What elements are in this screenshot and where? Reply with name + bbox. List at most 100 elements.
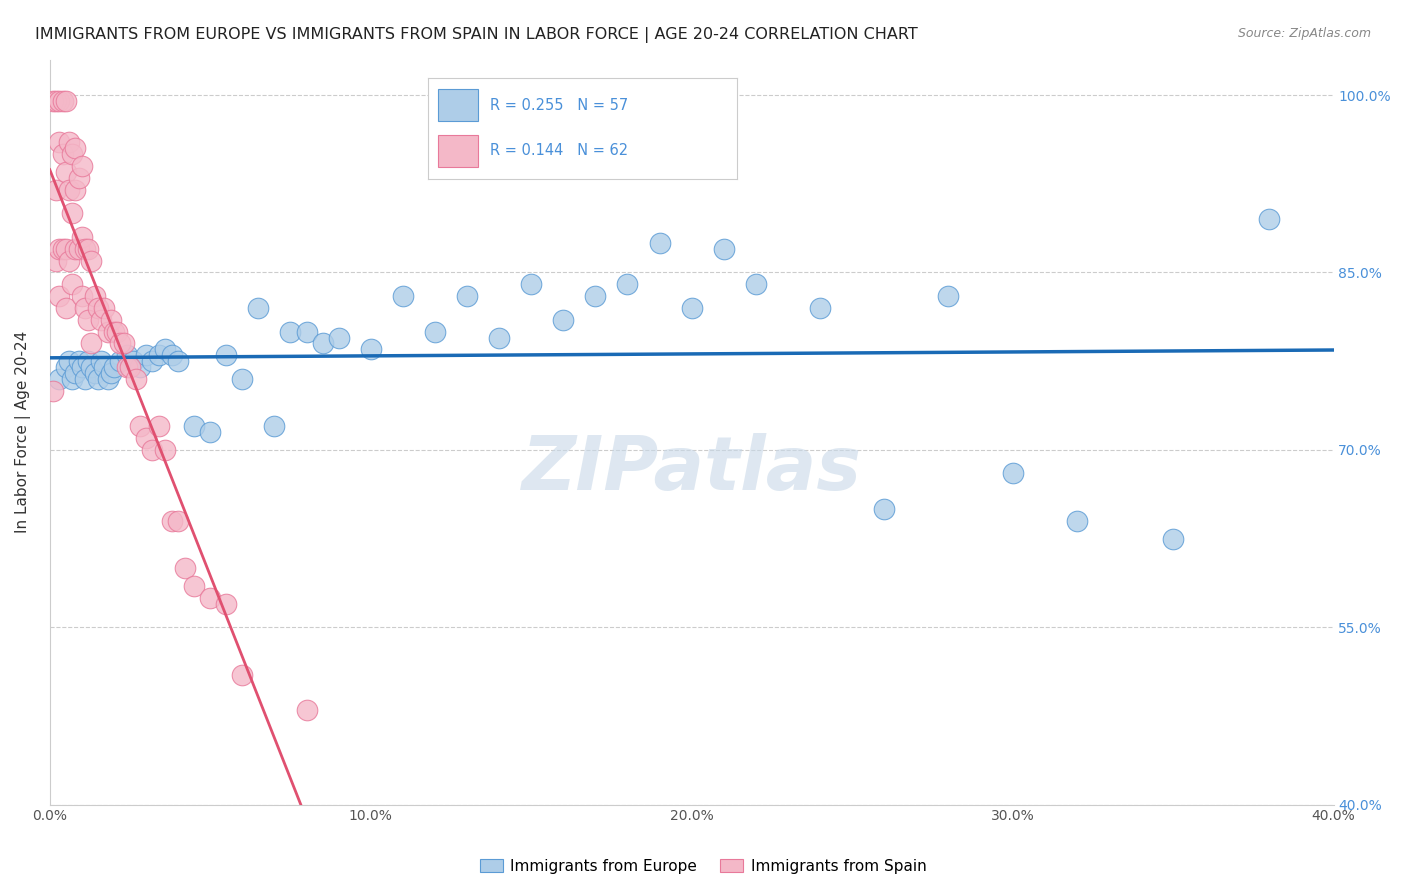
Point [100, 366, 122, 380]
Point [328, 330, 350, 344]
Point [183, 419, 205, 434]
Point [65, 141, 87, 155]
Point [311, 336, 333, 351]
Point [1066, 514, 1088, 528]
Point [391, 289, 413, 303]
Point [553, 312, 575, 326]
Point [70, 360, 93, 375]
Point [48, 136, 70, 150]
Text: ZIPatlas: ZIPatlas [522, 433, 862, 506]
Point [1161, 532, 1184, 546]
Point [200, 591, 222, 605]
Point [67, 354, 90, 368]
Point [45, 253, 67, 268]
Point [52, 147, 75, 161]
Point [520, 277, 543, 292]
Point [808, 301, 831, 315]
Point [105, 325, 128, 339]
Point [141, 442, 163, 457]
Point [155, 343, 177, 357]
Point [360, 343, 382, 357]
Point [48, 289, 70, 303]
Point [160, 348, 183, 362]
Point [873, 502, 896, 516]
Point [96, 372, 118, 386]
Point [200, 425, 222, 439]
Point [52, 94, 75, 108]
Text: Source: ZipAtlas.com: Source: ZipAtlas.com [1237, 27, 1371, 40]
Point [148, 419, 170, 434]
Point [58, 354, 80, 368]
Point [135, 431, 157, 445]
Point [70, 159, 93, 173]
Point [713, 242, 735, 256]
Point [60, 372, 83, 386]
Point [70, 230, 93, 244]
Point [103, 360, 125, 375]
Point [125, 372, 148, 386]
Point [77, 312, 100, 326]
Point [295, 703, 318, 717]
Point [100, 312, 122, 326]
Point [103, 325, 125, 339]
Point [65, 366, 87, 380]
Point [215, 348, 238, 362]
Point [1001, 467, 1024, 481]
Point [65, 183, 87, 197]
Point [45, 183, 67, 197]
Point [110, 354, 132, 368]
Point [67, 170, 90, 185]
Point [263, 419, 285, 434]
Point [73, 242, 96, 256]
Point [616, 277, 638, 292]
Point [110, 336, 132, 351]
Point [48, 242, 70, 256]
Point [155, 442, 177, 457]
Point [77, 242, 100, 256]
Point [55, 165, 77, 179]
Point [681, 301, 703, 315]
Point [87, 301, 110, 315]
Point [583, 289, 606, 303]
Point [80, 253, 103, 268]
Point [83, 366, 105, 380]
Point [648, 235, 671, 250]
Point [73, 301, 96, 315]
Point [215, 597, 238, 611]
Point [87, 372, 110, 386]
Point [118, 360, 141, 375]
Point [135, 348, 157, 362]
Point [73, 372, 96, 386]
Point [295, 325, 318, 339]
Point [280, 325, 302, 339]
Point [80, 336, 103, 351]
Point [96, 325, 118, 339]
Point [112, 336, 135, 351]
Point [60, 277, 83, 292]
Text: IMMIGRANTS FROM EUROPE VS IMMIGRANTS FROM SPAIN IN LABOR FORCE | AGE 20-24 CORRE: IMMIGRANTS FROM EUROPE VS IMMIGRANTS FRO… [35, 27, 918, 43]
Point [48, 372, 70, 386]
Point [52, 242, 75, 256]
Point [83, 289, 105, 303]
Point [128, 360, 150, 375]
Point [70, 289, 93, 303]
Point [77, 354, 100, 368]
Point [115, 348, 138, 362]
Point [90, 312, 112, 326]
Point [122, 354, 145, 368]
Point [58, 253, 80, 268]
Point [488, 330, 510, 344]
Point [55, 360, 77, 375]
Point [60, 206, 83, 220]
Point [423, 325, 446, 339]
Point [160, 514, 183, 528]
Point [148, 348, 170, 362]
Point [247, 301, 270, 315]
Point [90, 354, 112, 368]
Point [745, 277, 768, 292]
Point [58, 183, 80, 197]
Point [128, 419, 150, 434]
Point [1258, 212, 1281, 227]
Point [231, 372, 253, 386]
Point [167, 354, 190, 368]
